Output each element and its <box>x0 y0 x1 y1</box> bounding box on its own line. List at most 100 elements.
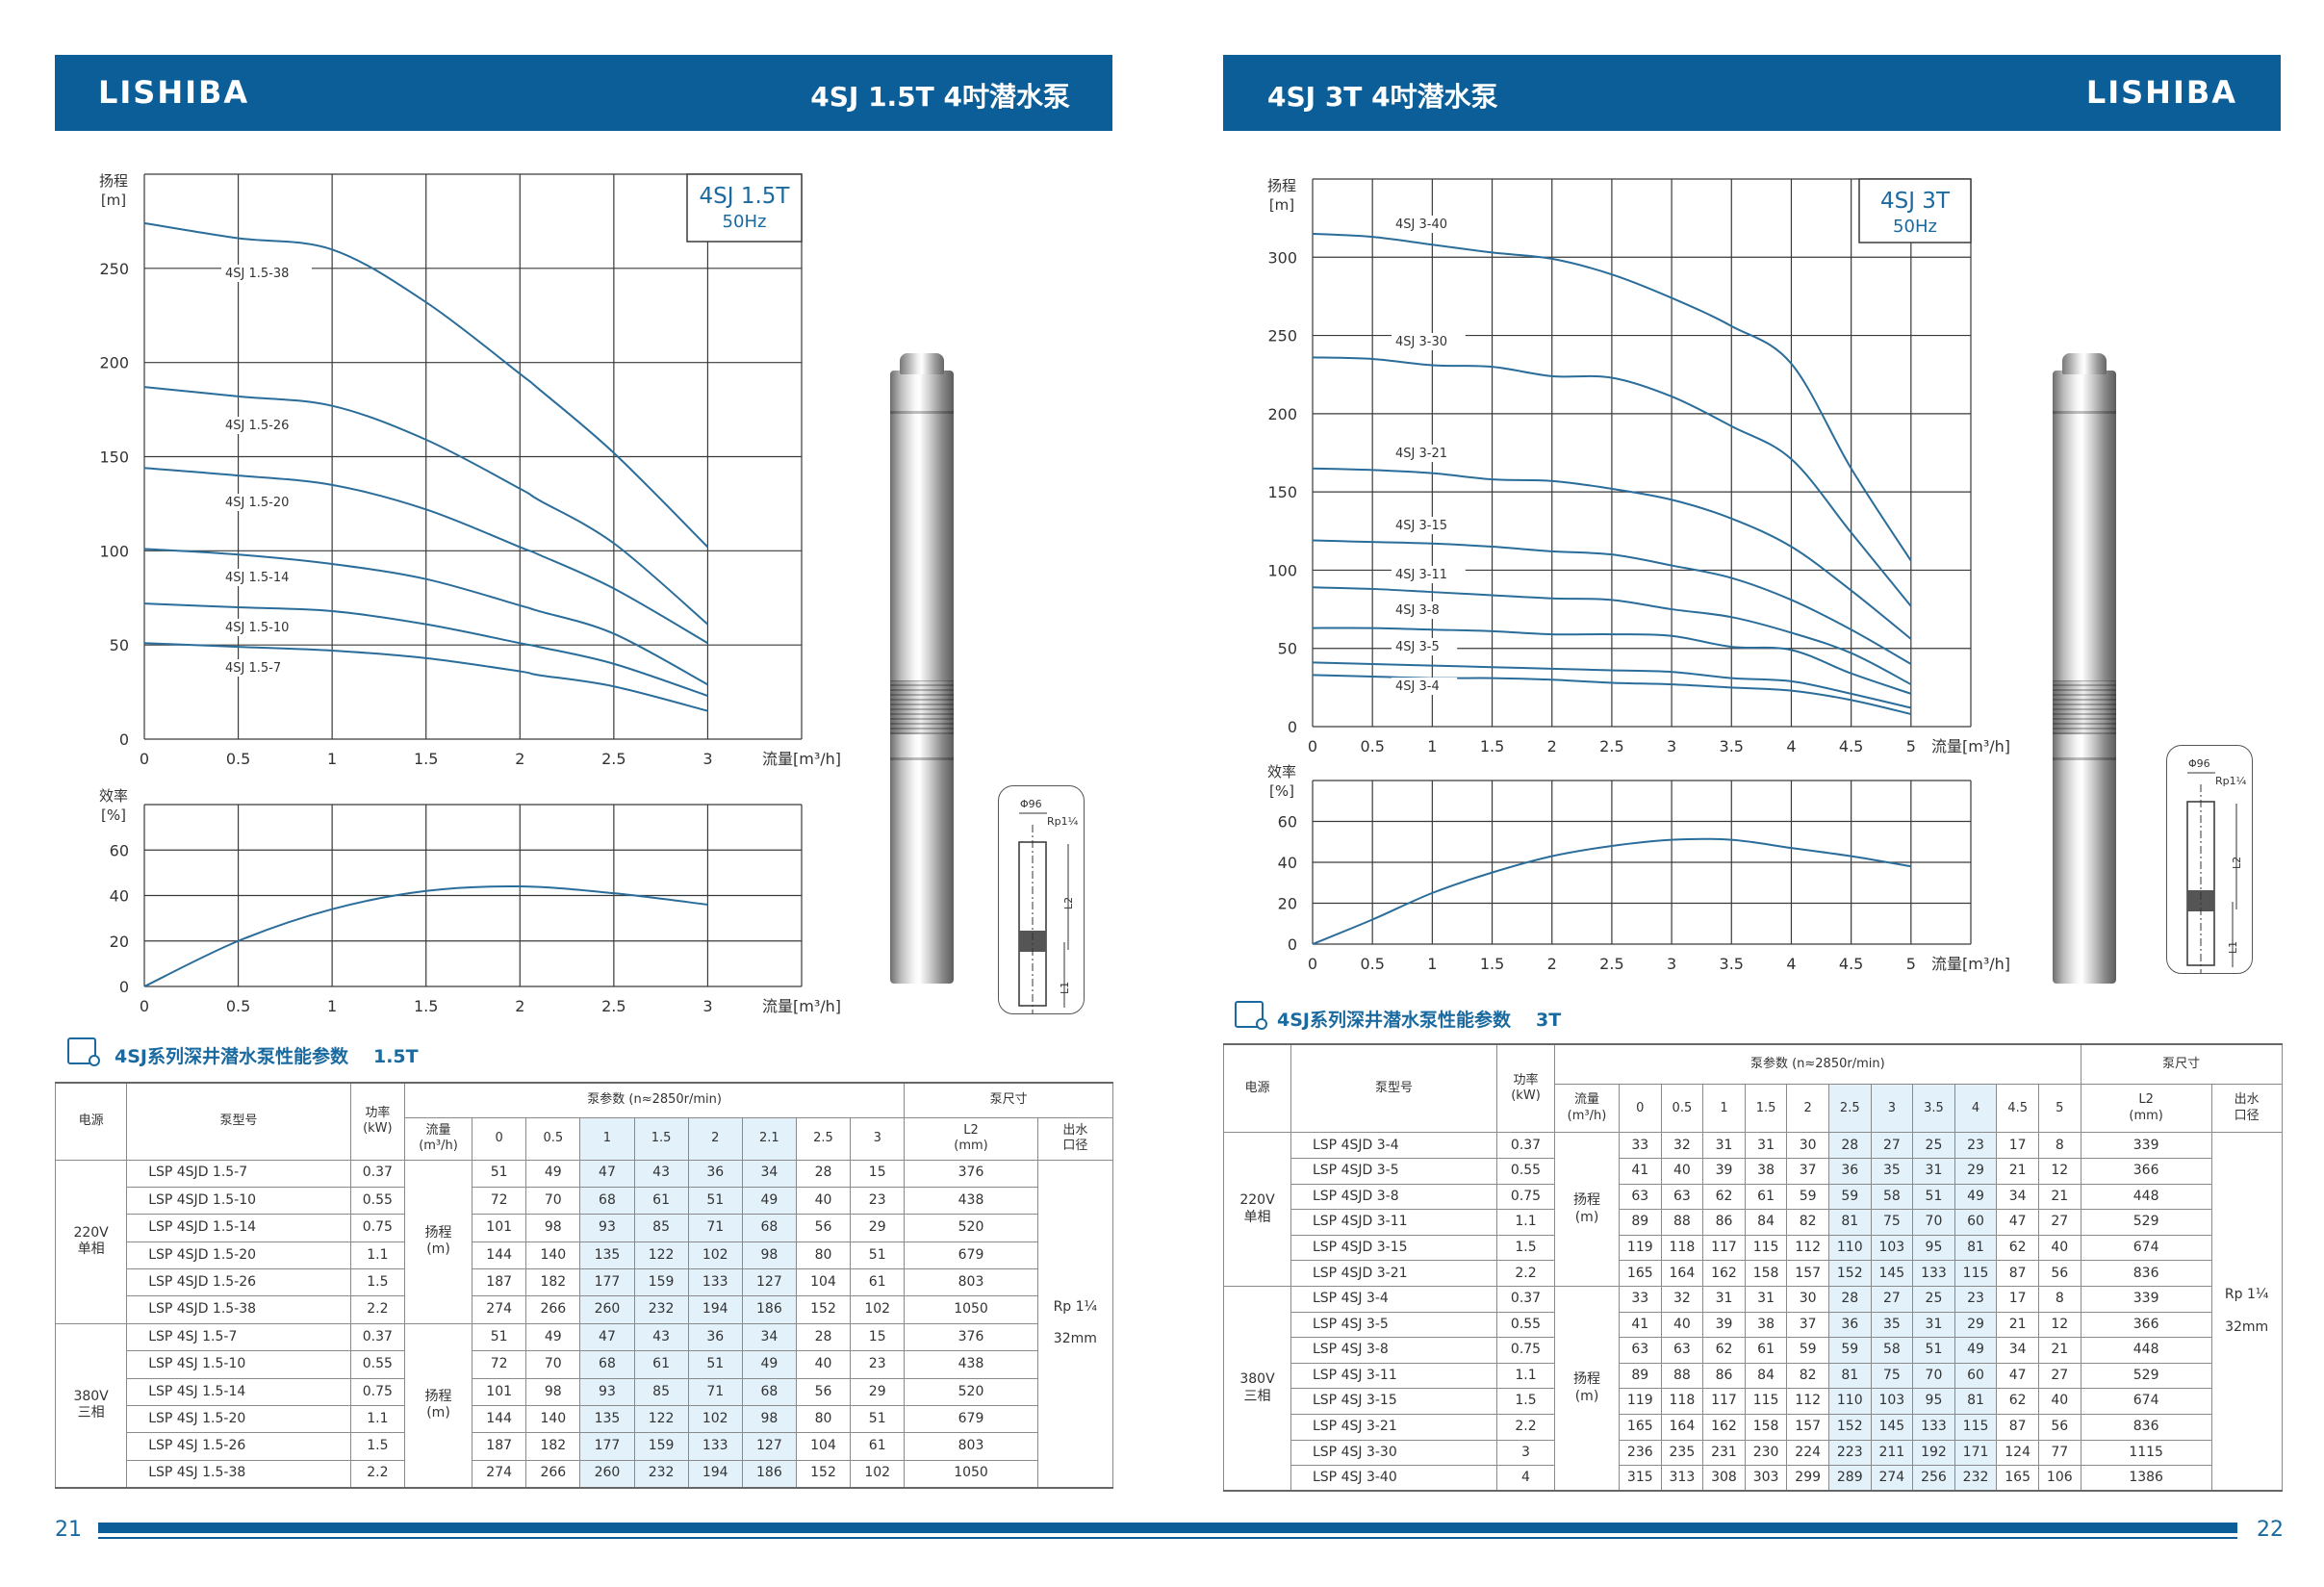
head-value-cell: 122 <box>633 1405 689 1434</box>
head-value-cell: 43 <box>633 1159 689 1188</box>
head-value-cell: 27 <box>2037 1209 2081 1236</box>
model-cell: LSP 4SJD 1.5-7 <box>126 1159 351 1188</box>
dimension-drawing: Φ96 Rp1¼ L2 L1 <box>998 785 1085 1014</box>
head-value-cell: 157 <box>1786 1260 1829 1288</box>
head-value-cell: 17 <box>1996 1286 2039 1313</box>
head-value-cell: 33 <box>1619 1132 1662 1160</box>
head-value-cell: 58 <box>1870 1183 1914 1211</box>
y-tick-label: 300 <box>1267 248 1297 267</box>
head-value-cell: 135 <box>579 1405 635 1434</box>
series-label: 4SJ 3-11 <box>1395 568 1447 582</box>
head-value-cell: 40 <box>795 1350 852 1379</box>
l2-cell: 1386 <box>2080 1465 2212 1492</box>
head-value-cell: 152 <box>1827 1414 1872 1441</box>
l2-cell: 448 <box>2080 1337 2212 1364</box>
table-row: LSP 4SJ 3-15 1.5 119 118 117 115 112 110 103 95 81… <box>1224 1388 2283 1416</box>
header-model: 泵型号 <box>126 1082 351 1161</box>
power-cell: 2.2 <box>349 1295 405 1324</box>
head-value-cell: 34 <box>1996 1183 2039 1211</box>
head-value-cell: 118 <box>1660 1388 1704 1416</box>
x-tick-label: 0 <box>1308 737 1317 755</box>
series-label-bg <box>221 494 312 511</box>
head-value-cell: 186 <box>741 1459 797 1489</box>
head-value-cell: 72 <box>472 1186 527 1216</box>
head-value-cell: 28 <box>795 1159 852 1188</box>
table-row: 220V 单相 LSP 4SJD 1.5-7 0.37 扬程 (m) 51 49 47 43 3… <box>54 1159 1114 1489</box>
table-row: LSP 4SJD 1.5-20 1.1 144 140 135 122 102 98 80 51 6… <box>56 1241 1113 1270</box>
model-cell: LSP 4SJ 3-21 <box>1290 1414 1497 1441</box>
l2-cell: 376 <box>904 1322 1038 1352</box>
head-value-cell: 164 <box>1660 1260 1704 1288</box>
l2-cell: 376 <box>904 1159 1038 1188</box>
head-value-cell: 144 <box>472 1241 527 1270</box>
head-label-cell: 扬程 (m) <box>1554 1286 1620 1492</box>
header-flow-value: 3.5 <box>1912 1083 1955 1134</box>
x-tick-label: 0.5 <box>1360 955 1384 973</box>
x-tick-label: 0 <box>140 750 149 768</box>
head-value-cell: 187 <box>472 1268 527 1297</box>
head-value-cell: 61 <box>850 1268 906 1297</box>
head-value-cell: 40 <box>795 1186 852 1216</box>
header-flow-value: 0.5 <box>1660 1083 1704 1134</box>
series-label-bg <box>221 569 312 586</box>
power-cell: 0.55 <box>1496 1158 1555 1185</box>
head-value-cell: 260 <box>579 1295 635 1324</box>
head-value-cell: 122 <box>633 1241 689 1270</box>
head-value-cell: 27 <box>2037 1362 2081 1390</box>
table-row: LSP 4SJ 3-11 1.1 89 88 86 84 82 81 75 70 60 47 27 529 <box>1224 1362 2283 1390</box>
y-axis-label: 扬程 <box>99 172 128 190</box>
model-cell: LSP 4SJ 3-30 <box>1290 1439 1497 1467</box>
head-value-cell: 165 <box>1619 1414 1662 1441</box>
y-axis-label: 扬程 <box>1267 177 1296 194</box>
head-value-cell: 61 <box>1744 1183 1788 1211</box>
x-tick-label: 1.5 <box>414 997 438 1015</box>
head-value-cell: 56 <box>795 1214 852 1242</box>
y-axis-unit: [%] <box>1269 782 1294 800</box>
head-value-cell: 299 <box>1786 1465 1829 1492</box>
head-value-cell: 51 <box>1912 1183 1955 1211</box>
table-row: LSP 4SJD 1.5-14 0.75 101 98 93 85 71 68 56 29 520 <box>56 1214 1113 1242</box>
head-value-cell: 21 <box>1996 1311 2039 1339</box>
head-value-cell: 87 <box>1996 1260 2039 1288</box>
series-label: 4SJ 3-30 <box>1395 335 1447 349</box>
head-value-cell: 40 <box>2037 1234 2081 1262</box>
spec-sheet-icon <box>1235 1001 1267 1030</box>
series-label-bg <box>1392 638 1458 655</box>
head-value-cell: 23 <box>1954 1286 1998 1313</box>
head-value-cell: 32 <box>1660 1286 1704 1313</box>
head-value-cell: 28 <box>1827 1286 1872 1313</box>
series-label: 4SJ 1.5-38 <box>225 267 289 281</box>
model-cell: LSP 4SJD 1.5-10 <box>126 1186 351 1216</box>
head-value-cell: 274 <box>472 1459 527 1489</box>
x-axis-label: 流量[m³/h] <box>762 750 841 768</box>
x-tick-label: 1.5 <box>1480 955 1504 973</box>
head-value-cell: 93 <box>579 1377 635 1407</box>
head-value-cell: 84 <box>1744 1362 1788 1390</box>
pump-product-image <box>890 353 954 984</box>
table-header-row: 电源 泵型号 功率 (kW) 泵参数 (n≈2850r/min) 泵尺寸 <box>1223 1043 2283 1134</box>
header-flow-value: 2.1 <box>741 1116 797 1161</box>
model-cell: LSP 4SJD 3-15 <box>1290 1234 1497 1262</box>
head-value-cell: 35 <box>1870 1158 1914 1185</box>
head-value-cell: 61 <box>1744 1337 1788 1364</box>
power-cell: 1.5 <box>349 1432 405 1461</box>
head-value-cell: 115 <box>1744 1234 1788 1262</box>
head-value-cell: 165 <box>1996 1465 2039 1492</box>
head-value-cell: 117 <box>1702 1388 1746 1416</box>
table-row: 220V 单相 LSP 4SJD 3-4 0.37 扬程 (m) 33 32 31 31 30 2… <box>1223 1132 2283 1492</box>
model-cell: LSP 4SJ 3-40 <box>1290 1465 1497 1492</box>
l2-cell: 520 <box>904 1214 1038 1242</box>
head-value-cell: 77 <box>2037 1439 2081 1467</box>
header-flow-value: 0 <box>1619 1083 1662 1134</box>
table-row: LSP 4SJD 3-15 1.5 119 118 117 115 112 110 103 95 8… <box>1224 1234 2283 1262</box>
head-value-cell: 133 <box>687 1432 743 1461</box>
head-value-cell: 186 <box>741 1295 797 1324</box>
head-value-cell: 223 <box>1827 1439 1872 1467</box>
series-line <box>143 386 709 626</box>
table-header-row: 流量 (m³/h) 0 0.5 1 1.5 2 2.1 2.5 3 L2 (mm) 出水 口径 <box>56 1116 1114 1161</box>
y-tick-label: 0 <box>1288 718 1297 736</box>
header-flow-value: 1 <box>579 1116 635 1161</box>
head-value-cell: 51 <box>1912 1337 1955 1364</box>
head-value-cell: 35 <box>1870 1311 1914 1339</box>
head-value-cell: 159 <box>633 1268 689 1297</box>
